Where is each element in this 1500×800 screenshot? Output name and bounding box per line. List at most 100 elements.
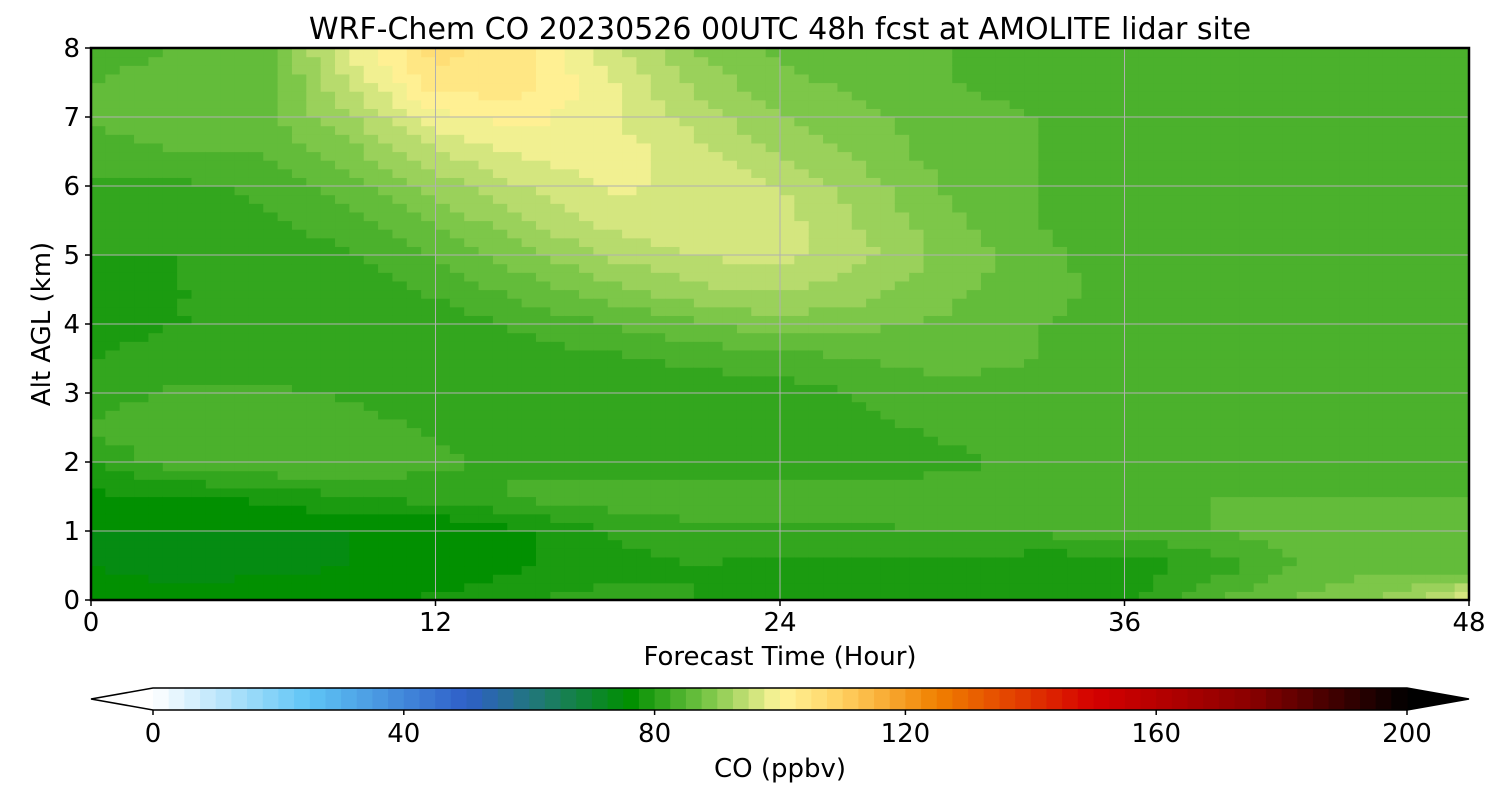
contour-cell bbox=[492, 134, 508, 144]
contour-cell bbox=[980, 513, 996, 523]
contour-cell bbox=[306, 272, 322, 282]
contour-cell bbox=[823, 496, 839, 506]
contour-cell bbox=[464, 393, 480, 403]
contour-cell bbox=[449, 306, 465, 316]
contour-cell bbox=[277, 548, 293, 558]
contour-cell bbox=[435, 324, 451, 334]
contour-cell bbox=[205, 48, 221, 58]
contour-cell bbox=[148, 289, 164, 299]
contour-cell bbox=[1067, 255, 1083, 265]
contour-cell bbox=[521, 108, 537, 118]
contour-cell bbox=[1095, 539, 1111, 549]
contour-cell bbox=[220, 393, 236, 403]
contour-cell bbox=[851, 306, 867, 316]
contour-cell bbox=[148, 505, 164, 515]
contour-cell bbox=[306, 82, 322, 92]
contour-cell bbox=[148, 108, 164, 118]
contour-cell bbox=[277, 272, 293, 282]
contour-cell bbox=[607, 565, 623, 575]
contour-cell bbox=[1009, 168, 1025, 178]
contour-cell bbox=[1095, 358, 1111, 368]
contour-cell bbox=[478, 427, 494, 437]
contour-cell bbox=[866, 65, 882, 75]
contour-cell bbox=[1110, 367, 1126, 377]
contour-cell bbox=[119, 479, 135, 489]
contour-cell bbox=[751, 375, 767, 385]
contour-cell bbox=[378, 453, 394, 463]
contour-cell bbox=[966, 151, 982, 161]
contour-cell bbox=[105, 99, 121, 109]
contour-cell bbox=[335, 65, 350, 75]
contour-cell bbox=[995, 65, 1011, 75]
contour-cell bbox=[966, 375, 982, 385]
contour-cell bbox=[894, 263, 910, 273]
contour-cell bbox=[291, 151, 307, 161]
contour-cell bbox=[191, 255, 207, 265]
contour-cell bbox=[1067, 539, 1083, 549]
contour-cell bbox=[205, 401, 221, 411]
contour-cell bbox=[909, 496, 925, 506]
contour-cell bbox=[162, 65, 178, 75]
contour-cell bbox=[1067, 134, 1083, 144]
contour-cell bbox=[1038, 556, 1054, 567]
contour-cell bbox=[435, 462, 451, 472]
contour-cell bbox=[191, 556, 207, 567]
contour-cell bbox=[952, 134, 968, 144]
contour-cell bbox=[435, 591, 451, 601]
contour-cell bbox=[765, 298, 781, 308]
contour-cell bbox=[134, 73, 150, 84]
contour-cell bbox=[622, 48, 638, 58]
contour-cell bbox=[607, 73, 623, 84]
contour-cell bbox=[550, 56, 566, 66]
contour-cell bbox=[406, 436, 422, 446]
contour-cell bbox=[679, 237, 695, 247]
contour-cell bbox=[1024, 367, 1039, 377]
contour-cell bbox=[464, 384, 480, 394]
contour-cell bbox=[320, 177, 336, 187]
contour-cell bbox=[320, 125, 336, 135]
contour-cell bbox=[277, 539, 293, 549]
contour-cell bbox=[966, 211, 982, 222]
contour-cell bbox=[1167, 272, 1183, 282]
contour-cell bbox=[1009, 582, 1025, 592]
contour-cell bbox=[736, 444, 752, 454]
contour-cell bbox=[148, 220, 164, 230]
contour-cell bbox=[177, 574, 193, 584]
contour-cell bbox=[119, 349, 135, 360]
contour-cell bbox=[220, 125, 236, 135]
contour-cell bbox=[162, 479, 178, 489]
contour-cell bbox=[220, 522, 236, 532]
contour-cell bbox=[851, 160, 867, 170]
contour-cell bbox=[808, 73, 824, 84]
contour-cell bbox=[579, 186, 594, 196]
contour-cell bbox=[1009, 289, 1025, 299]
contour-cell bbox=[1024, 453, 1039, 463]
contour-cell bbox=[851, 263, 867, 273]
contour-cell bbox=[607, 479, 623, 489]
contour-cell bbox=[1181, 410, 1197, 420]
contour-cell bbox=[1067, 522, 1083, 532]
contour-cell bbox=[952, 220, 968, 230]
contour-cell bbox=[1124, 315, 1140, 325]
contour-cell bbox=[1210, 591, 1226, 601]
contour-cell bbox=[693, 470, 709, 480]
contour-cell bbox=[191, 487, 207, 498]
contour-cell bbox=[421, 591, 437, 601]
contour-cell bbox=[507, 108, 523, 118]
contour-cell bbox=[521, 177, 537, 187]
contour-cell bbox=[550, 496, 566, 506]
contour-cell bbox=[263, 211, 279, 222]
contour-cell bbox=[1052, 375, 1068, 385]
contour-cell bbox=[794, 453, 810, 463]
contour-cell bbox=[1153, 125, 1169, 135]
contour-cell bbox=[306, 513, 322, 523]
contour-cell bbox=[234, 306, 250, 316]
contour-cell bbox=[134, 91, 150, 101]
contour-cell bbox=[665, 513, 681, 523]
contour-cell bbox=[679, 531, 695, 541]
contour-cell bbox=[780, 367, 795, 377]
contour-cell bbox=[291, 444, 307, 454]
contour-cell bbox=[1038, 177, 1054, 187]
contour-cell bbox=[1024, 194, 1039, 204]
contour-cell bbox=[248, 237, 264, 247]
